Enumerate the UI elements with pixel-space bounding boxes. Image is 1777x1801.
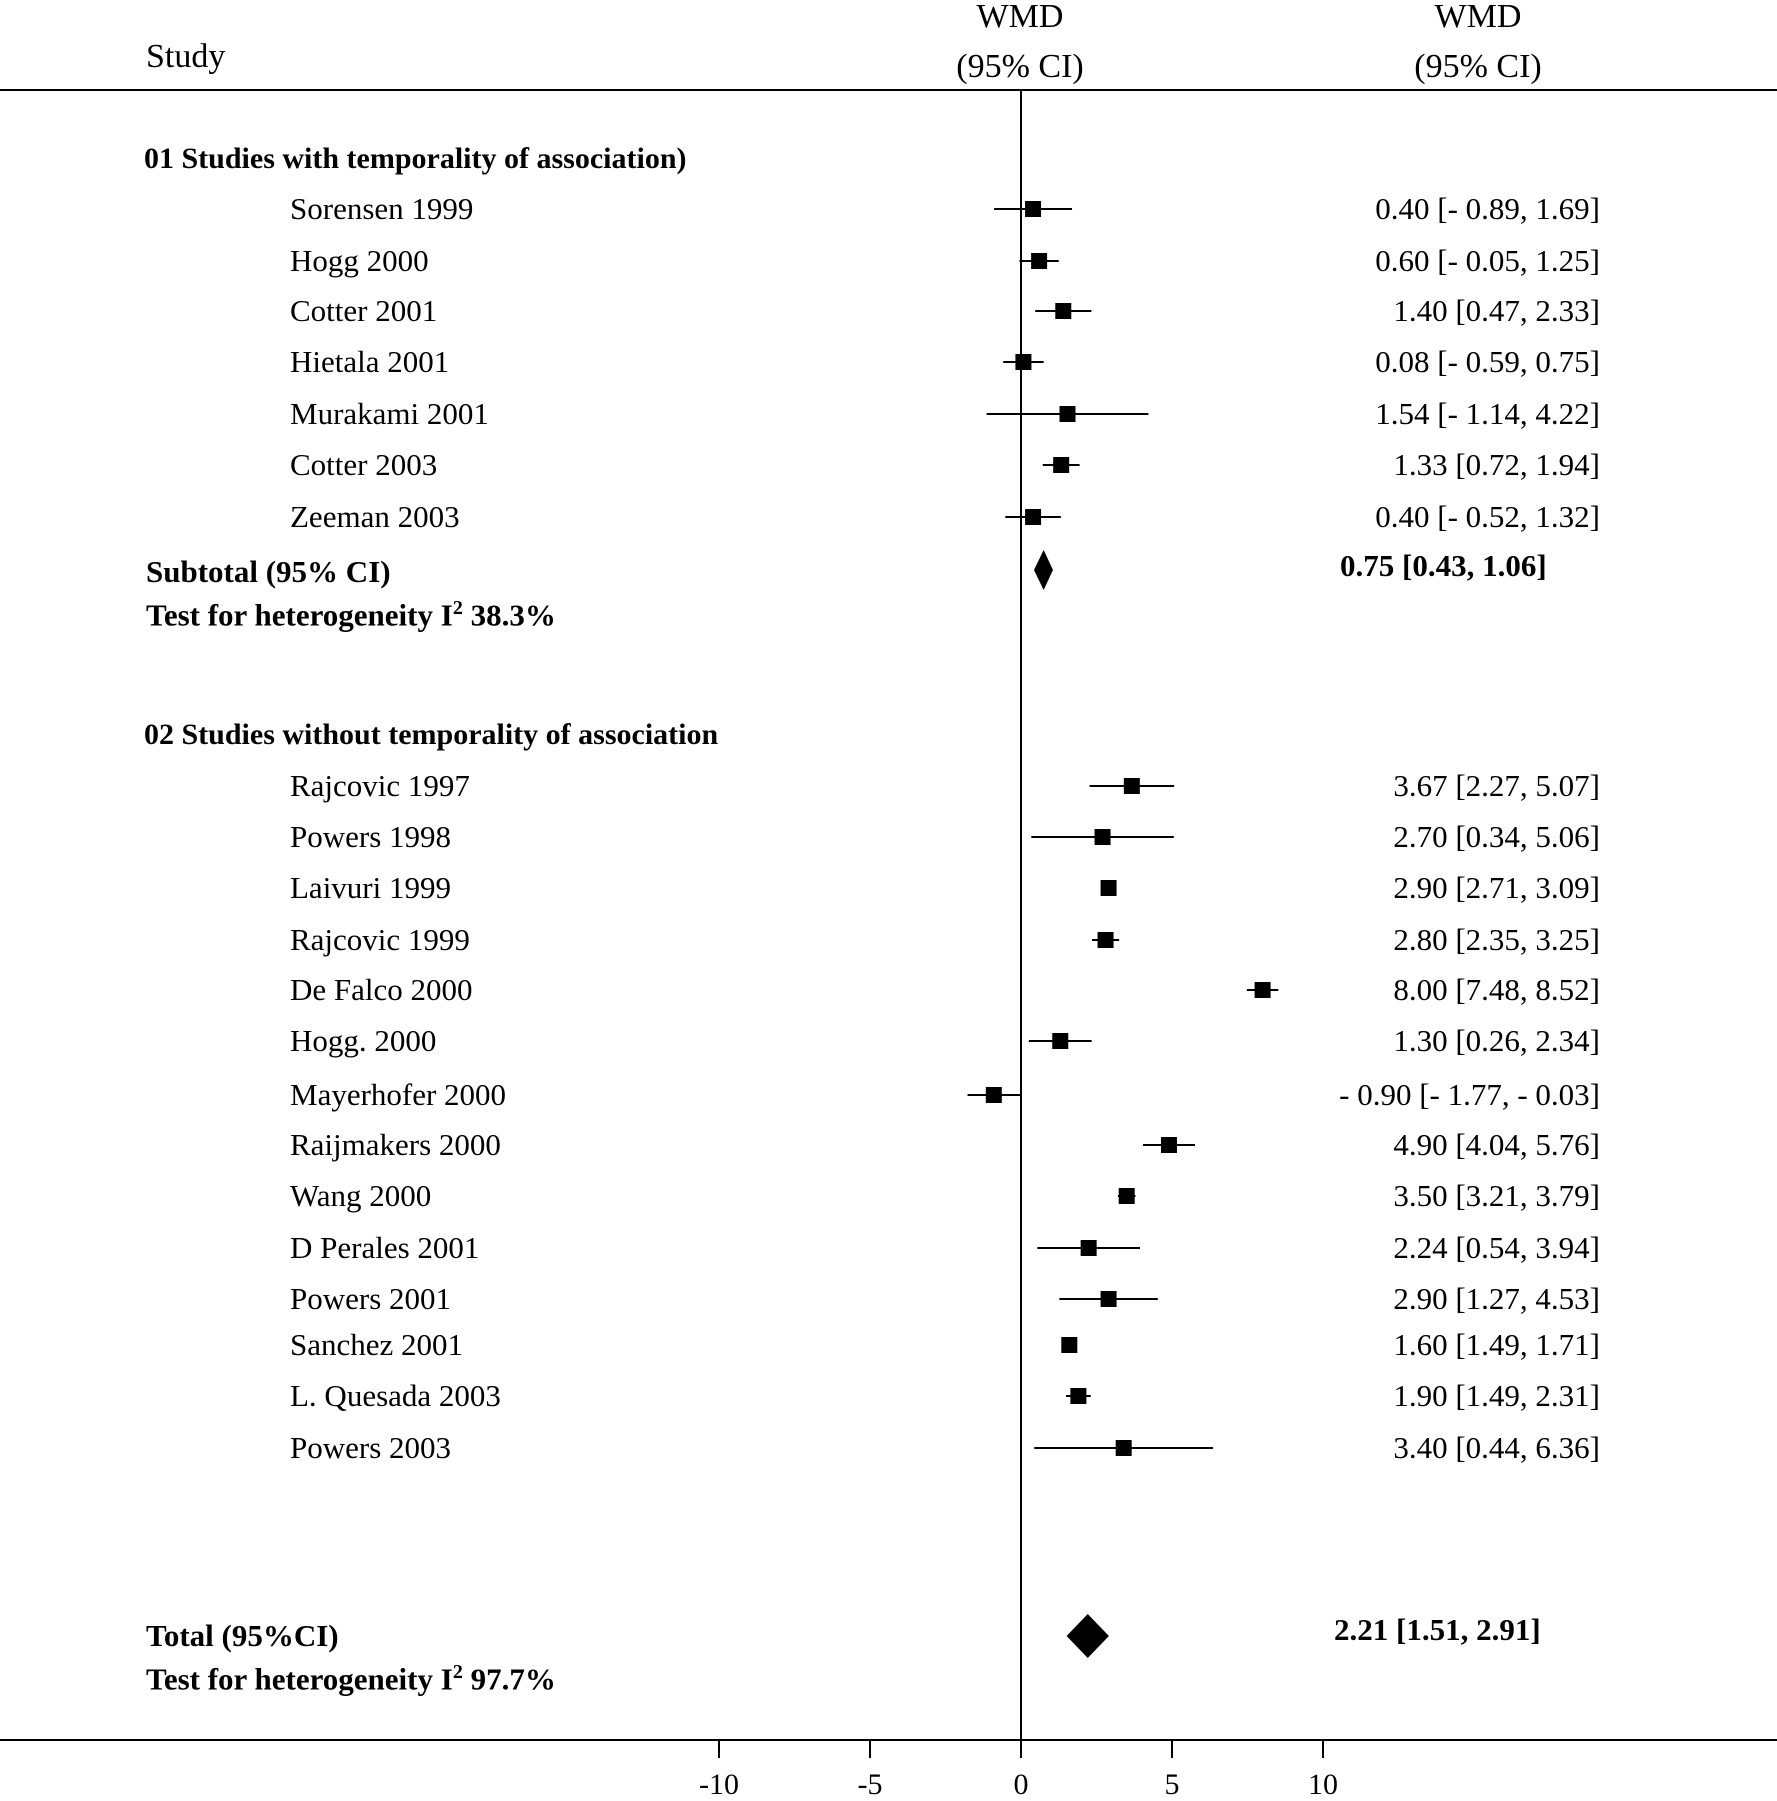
wmd-value: 2.70 [0.34, 5.06] (1393, 819, 1600, 854)
point-estimate (1100, 880, 1117, 896)
study-name: Zeeman 2003 (290, 499, 460, 534)
study-name: Sorensen 1999 (290, 191, 474, 226)
study-name: Rajcovic 1999 (290, 922, 470, 957)
wmd-value: 2.80 [2.35, 3.25] (1393, 922, 1600, 957)
point-estimate (1080, 1240, 1097, 1256)
point-estimate (1031, 253, 1048, 269)
study-name: L. Quesada 2003 (290, 1378, 501, 1413)
wmd-value: 1.30 [0.26, 2.34] (1393, 1023, 1600, 1058)
wmd-value: 3.67 [2.27, 5.07] (1393, 768, 1600, 803)
point-estimate (1055, 303, 1072, 319)
study-name: Raijmakers 2000 (290, 1127, 501, 1162)
point-estimate (1025, 509, 1042, 525)
wmd-value: 3.40 [0.44, 6.36] (1393, 1430, 1600, 1465)
group1-heterogeneity-i2-value: 38.3% (462, 597, 556, 633)
point-estimate (1115, 1440, 1132, 1456)
wmd-value: 0.40 [- 0.89, 1.69] (1375, 191, 1600, 226)
point-estimate (1015, 354, 1032, 370)
study-name: Sanchez 2001 (290, 1327, 464, 1362)
point-estimate (985, 1087, 1002, 1103)
point-estimate (1070, 1388, 1087, 1404)
group-title: 01 Studies with temporality of associati… (144, 142, 687, 175)
total-heterogeneity-i2-symbol: I (440, 1661, 453, 1697)
group-title: 02 Studies without temporality of associ… (144, 718, 719, 751)
wmd-value: 2.90 [2.71, 3.09] (1393, 870, 1600, 905)
point-estimate (1160, 1137, 1177, 1153)
effect-column-header-line1: WMD (976, 0, 1064, 35)
study-name: Laivuri 1999 (290, 870, 451, 905)
total-heterogeneity-i2-value: 97.7% (462, 1661, 556, 1697)
subtotal-value: 0.75 [0.43, 1.06] (1340, 548, 1547, 583)
x-tick-label: -10 (699, 1768, 739, 1801)
wmd-value: 1.40 [0.47, 2.33] (1393, 293, 1600, 328)
x-tick-label: 10 (1308, 1768, 1338, 1801)
point-estimate (1025, 201, 1042, 217)
subtotal-label: Subtotal (95% CI) (146, 554, 391, 589)
wmd-value: - 0.90 [- 1.77, - 0.03] (1339, 1077, 1600, 1112)
group1-heterogeneity-i2-superscript: 2 (452, 597, 463, 619)
study-name: Powers 2003 (290, 1430, 452, 1465)
point-estimate (1094, 829, 1111, 845)
x-tick-label: 0 (1013, 1768, 1029, 1801)
study-name: D Perales 2001 (290, 1230, 480, 1265)
point-estimate (1100, 1291, 1117, 1307)
wmd-value: 4.90 [4.04, 5.76] (1393, 1127, 1600, 1162)
study-name: Hietala 2001 (290, 344, 450, 379)
total-heterogeneity-i2-superscript: 2 (452, 1661, 463, 1683)
study-name: Powers 1998 (290, 819, 452, 854)
total-diamond (1066, 1614, 1109, 1658)
point-estimate (1254, 982, 1271, 998)
value-column-header-line2: (95% CI) (1414, 48, 1542, 85)
group1-heterogeneity-label: Test for heterogeneity (146, 597, 441, 633)
group1-heterogeneity-i2-symbol: I (440, 597, 453, 633)
value-column-header-line1: WMD (1434, 0, 1522, 35)
point-estimate (1097, 932, 1114, 948)
study-name: Hogg 2000 (290, 243, 429, 278)
study-name: Powers 2001 (290, 1281, 452, 1316)
x-tick-label: 5 (1164, 1768, 1180, 1801)
study-name: Mayerhofer 2000 (290, 1077, 507, 1112)
wmd-value: 0.60 [- 0.05, 1.25] (1375, 243, 1600, 278)
total-heterogeneity-label: Test for heterogeneity (146, 1661, 441, 1697)
point-estimate (1052, 1033, 1069, 1049)
wmd-value: 1.54 [- 1.14, 4.22] (1375, 396, 1600, 431)
subtotal-diamond (1033, 550, 1054, 590)
group1-heterogeneity: Test for heterogeneity I2 38.3% (146, 598, 556, 630)
wmd-value: 1.90 [1.49, 2.31] (1393, 1378, 1600, 1413)
wmd-value: 2.24 [0.54, 3.94] (1393, 1230, 1600, 1265)
wmd-value: 1.60 [1.49, 1.71] (1393, 1327, 1600, 1362)
effect-column-header-line2: (95% CI) (956, 48, 1084, 85)
total-heterogeneity: Test for heterogeneity I2 97.7% (146, 1662, 556, 1694)
point-estimate (1061, 1337, 1078, 1353)
study-name: Cotter 2003 (290, 447, 438, 482)
wmd-value: 2.90 [1.27, 4.53] (1393, 1281, 1600, 1316)
wmd-value: 1.33 [0.72, 1.94] (1393, 447, 1600, 482)
study-name: Hogg. 2000 (290, 1023, 437, 1058)
wmd-value: 0.40 [- 0.52, 1.32] (1375, 499, 1600, 534)
wmd-value: 8.00 [7.48, 8.52] (1393, 972, 1600, 1007)
study-name: Wang 2000 (290, 1178, 432, 1213)
total-label: Total (95%CI) (146, 1618, 339, 1653)
point-estimate (1059, 406, 1076, 422)
point-estimate (1053, 457, 1070, 473)
study-name: Rajcovic 1997 (290, 768, 470, 803)
study-name: Cotter 2001 (290, 293, 438, 328)
study-name: De Falco 2000 (290, 972, 473, 1007)
wmd-value: 3.50 [3.21, 3.79] (1393, 1178, 1600, 1213)
study-column-header: Study (146, 38, 226, 75)
wmd-value: 0.08 [- 0.59, 0.75] (1375, 344, 1600, 379)
x-tick-label: -5 (857, 1768, 883, 1801)
point-estimate (1118, 1188, 1135, 1204)
point-estimate (1123, 778, 1140, 794)
total-value: 2.21 [1.51, 2.91] (1334, 1612, 1541, 1647)
study-name: Murakami 2001 (290, 396, 489, 431)
